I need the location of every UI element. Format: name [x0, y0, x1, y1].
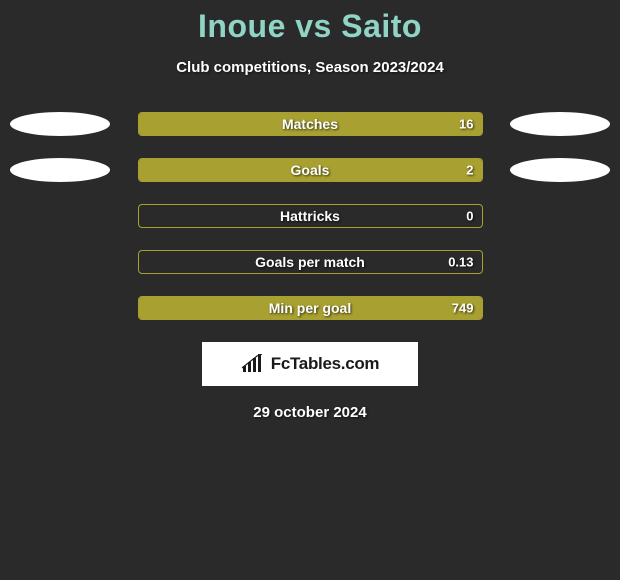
subtitle: Club competitions, Season 2023/2024: [0, 59, 620, 76]
stat-value: 749: [452, 301, 474, 316]
stat-label: Min per goal: [269, 300, 351, 316]
player2-name: Saito: [341, 8, 422, 44]
brand-badge[interactable]: FcTables.com: [202, 342, 418, 386]
stat-row: Goals per match 0.13: [0, 250, 620, 274]
stat-row: Goals 2: [0, 158, 620, 182]
stat-row: Min per goal 749: [0, 296, 620, 320]
stat-value: 0.13: [448, 255, 473, 270]
player1-name: Inoue: [198, 8, 286, 44]
stats-list: Matches 16 Goals 2 Hattricks 0 Goals per match…: [0, 112, 620, 320]
stat-label: Goals per match: [255, 254, 365, 270]
vs-separator: vs: [295, 8, 332, 44]
stat-bar: Goals 2: [138, 158, 483, 182]
player2-marker: [510, 158, 610, 182]
player1-marker: [10, 112, 110, 136]
stat-bar: Hattricks 0: [138, 204, 483, 228]
player1-marker: [10, 158, 110, 182]
stat-value: 16: [459, 117, 473, 132]
stat-row: Hattricks 0: [0, 204, 620, 228]
chart-bars-icon: [241, 354, 265, 374]
stat-value: 2: [466, 163, 473, 178]
stat-bar: Min per goal 749: [138, 296, 483, 320]
stat-label: Goals: [291, 162, 330, 178]
brand-text: FcTables.com: [271, 354, 380, 374]
player2-marker: [510, 112, 610, 136]
stat-label: Matches: [282, 116, 338, 132]
stat-bar: Goals per match 0.13: [138, 250, 483, 274]
stat-row: Matches 16: [0, 112, 620, 136]
date-label: 29 october 2024: [0, 404, 620, 421]
stat-bar: Matches 16: [138, 112, 483, 136]
stat-value: 0: [466, 209, 473, 224]
comparison-card: Inoue vs Saito Club competitions, Season…: [0, 0, 620, 421]
stat-label: Hattricks: [280, 208, 340, 224]
page-title: Inoue vs Saito: [0, 8, 620, 45]
